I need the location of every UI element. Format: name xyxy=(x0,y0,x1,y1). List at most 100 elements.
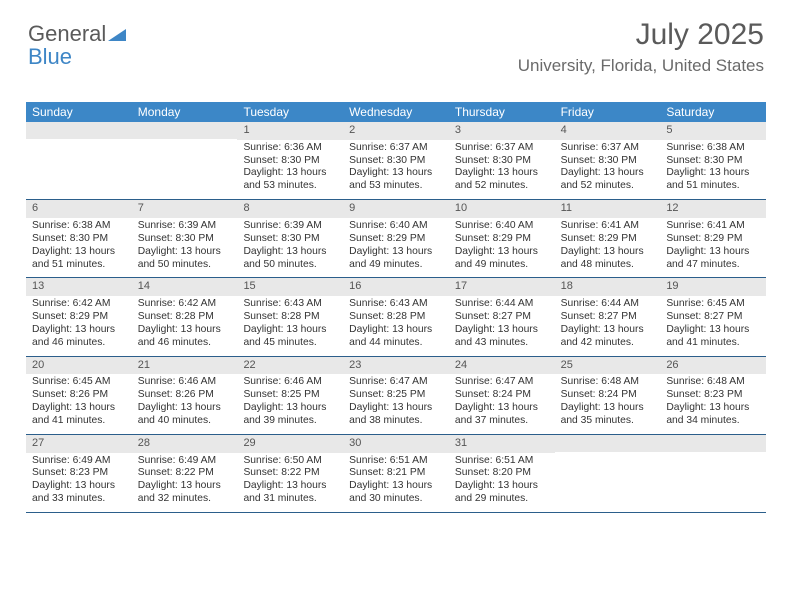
daylight-line: Daylight: 13 hours and 49 minutes. xyxy=(349,246,443,272)
sunrise-line: Sunrise: 6:39 AM xyxy=(138,220,232,233)
calendar-day: 16Sunrise: 6:43 AMSunset: 8:28 PMDayligh… xyxy=(343,278,449,355)
calendar-day xyxy=(660,435,766,512)
sunset-line: Sunset: 8:30 PM xyxy=(138,233,232,246)
sunrise-line: Sunrise: 6:44 AM xyxy=(455,298,549,311)
sunset-line: Sunset: 8:30 PM xyxy=(666,155,760,168)
sunset-line: Sunset: 8:30 PM xyxy=(243,155,337,168)
day-details: Sunrise: 6:46 AMSunset: 8:26 PMDaylight:… xyxy=(132,376,238,427)
header-friday: Friday xyxy=(555,105,661,119)
sunrise-line: Sunrise: 6:43 AM xyxy=(349,298,443,311)
day-number: 3 xyxy=(449,122,555,140)
logo-general: General xyxy=(28,21,106,46)
header-saturday: Saturday xyxy=(660,105,766,119)
daylight-line: Daylight: 13 hours and 52 minutes. xyxy=(561,167,655,193)
calendar-day: 14Sunrise: 6:42 AMSunset: 8:28 PMDayligh… xyxy=(132,278,238,355)
sunset-line: Sunset: 8:23 PM xyxy=(32,467,126,480)
calendar-week: 6Sunrise: 6:38 AMSunset: 8:30 PMDaylight… xyxy=(26,200,766,278)
daylight-line: Daylight: 13 hours and 53 minutes. xyxy=(349,167,443,193)
title-month-year: July 2025 xyxy=(518,18,764,52)
day-details: Sunrise: 6:48 AMSunset: 8:24 PMDaylight:… xyxy=(555,376,661,427)
daylight-line: Daylight: 13 hours and 45 minutes. xyxy=(243,324,337,350)
calendar-day: 24Sunrise: 6:47 AMSunset: 8:24 PMDayligh… xyxy=(449,357,555,434)
sunset-line: Sunset: 8:24 PM xyxy=(455,389,549,402)
sunrise-line: Sunrise: 6:38 AM xyxy=(666,142,760,155)
daylight-line: Daylight: 13 hours and 49 minutes. xyxy=(455,246,549,272)
day-number xyxy=(26,122,132,139)
sunset-line: Sunset: 8:27 PM xyxy=(561,311,655,324)
daylight-line: Daylight: 13 hours and 53 minutes. xyxy=(243,167,337,193)
sunrise-line: Sunrise: 6:45 AM xyxy=(666,298,760,311)
day-details: Sunrise: 6:47 AMSunset: 8:25 PMDaylight:… xyxy=(343,376,449,427)
calendar-day: 15Sunrise: 6:43 AMSunset: 8:28 PMDayligh… xyxy=(237,278,343,355)
calendar-day: 9 Sunrise: 6:40 AMSunset: 8:29 PMDaylight… xyxy=(343,200,449,277)
sunset-line: Sunset: 8:28 PM xyxy=(349,311,443,324)
day-details: Sunrise: 6:36 AMSunset: 8:30 PMDaylight:… xyxy=(237,142,343,193)
day-number: 17 xyxy=(449,278,555,296)
calendar-day xyxy=(26,122,132,199)
calendar-day: 13 Sunrise: 6:42 AMSunset: 8:29 PMDayligh… xyxy=(26,278,132,355)
daylight-line: Daylight: 13 hours and 50 minutes. xyxy=(243,246,337,272)
title-block: July 2025 University, Florida, United St… xyxy=(518,18,764,76)
calendar-day: 6Sunrise: 6:38 AMSunset: 8:30 PMDaylight… xyxy=(26,200,132,277)
calendar-day: 20Sunrise: 6:45 AMSunset: 8:26 PMDayligh… xyxy=(26,357,132,434)
day-details: Sunrise: 6:37 AMSunset: 8:30 PMDaylight:… xyxy=(343,142,449,193)
calendar-day: 10Sunrise: 6:40 AMSunset: 8:29 PMDayligh… xyxy=(449,200,555,277)
day-details: Sunrise: 6:45 AMSunset: 8:26 PMDaylight:… xyxy=(26,376,132,427)
day-number xyxy=(660,435,766,452)
daylight-line: Daylight: 13 hours and 34 minutes. xyxy=(666,402,760,428)
sunrise-line: Sunrise: 6:44 AM xyxy=(561,298,655,311)
sunrise-line: Sunrise: 6:49 AM xyxy=(138,455,232,468)
sunset-line: Sunset: 8:22 PM xyxy=(243,467,337,480)
sunrise-line: Sunrise: 6:37 AM xyxy=(349,142,443,155)
day-details: Sunrise: 6:51 AMSunset: 8:20 PMDaylight:… xyxy=(449,455,555,506)
day-details: Sunrise: 6:50 AMSunset: 8:22 PMDaylight:… xyxy=(237,455,343,506)
sunrise-line: Sunrise: 6:40 AM xyxy=(349,220,443,233)
sunset-line: Sunset: 8:30 PM xyxy=(349,155,443,168)
day-number: 30 xyxy=(343,435,449,453)
sunset-line: Sunset: 8:25 PM xyxy=(243,389,337,402)
sunset-line: Sunset: 8:22 PM xyxy=(138,467,232,480)
logo: General Blue xyxy=(28,22,126,68)
daylight-line: Daylight: 13 hours and 47 minutes. xyxy=(666,246,760,272)
calendar-day: 30 Sunrise: 6:51 AMSunset: 8:21 PMDayligh… xyxy=(343,435,449,512)
sunrise-line: Sunrise: 6:45 AM xyxy=(32,376,126,389)
sunrise-line: Sunrise: 6:43 AM xyxy=(243,298,337,311)
calendar-day: 27Sunrise: 6:49 AMSunset: 8:23 PMDayligh… xyxy=(26,435,132,512)
sunrise-line: Sunrise: 6:47 AM xyxy=(349,376,443,389)
sunrise-line: Sunrise: 6:49 AM xyxy=(32,455,126,468)
logo-triangle-icon xyxy=(108,22,126,45)
daylight-line: Daylight: 13 hours and 40 minutes. xyxy=(138,402,232,428)
calendar-day: 19 Sunrise: 6:45 AMSunset: 8:27 PMDayligh… xyxy=(660,278,766,355)
calendar-day: 7Sunrise: 6:39 AMSunset: 8:30 PMDaylight… xyxy=(132,200,238,277)
day-number: 11 xyxy=(555,200,661,218)
sunset-line: Sunset: 8:26 PM xyxy=(138,389,232,402)
sunset-line: Sunset: 8:29 PM xyxy=(32,311,126,324)
day-number: 19 xyxy=(660,278,766,296)
day-details: Sunrise: 6:42 AMSunset: 8:29 PMDaylight:… xyxy=(26,298,132,349)
daylight-line: Daylight: 13 hours and 32 minutes. xyxy=(138,480,232,506)
day-details: Sunrise: 6:39 AMSunset: 8:30 PMDaylight:… xyxy=(237,220,343,271)
daylight-line: Daylight: 13 hours and 29 minutes. xyxy=(455,480,549,506)
day-details: Sunrise: 6:51 AMSunset: 8:21 PMDaylight:… xyxy=(343,455,449,506)
day-number: 27 xyxy=(26,435,132,453)
sunrise-line: Sunrise: 6:36 AM xyxy=(243,142,337,155)
sunset-line: Sunset: 8:29 PM xyxy=(666,233,760,246)
calendar-week: 27Sunrise: 6:49 AMSunset: 8:23 PMDayligh… xyxy=(26,435,766,513)
day-number: 13 xyxy=(26,278,132,296)
daylight-line: Daylight: 13 hours and 52 minutes. xyxy=(455,167,549,193)
calendar-day: 3Sunrise: 6:37 AMSunset: 8:30 PMDaylight… xyxy=(449,122,555,199)
calendar-day xyxy=(132,122,238,199)
sunset-line: Sunset: 8:29 PM xyxy=(455,233,549,246)
day-number: 18 xyxy=(555,278,661,296)
daylight-line: Daylight: 13 hours and 51 minutes. xyxy=(666,167,760,193)
day-number: 9 xyxy=(343,200,449,218)
day-details: Sunrise: 6:45 AMSunset: 8:27 PMDaylight:… xyxy=(660,298,766,349)
day-details: Sunrise: 6:40 AMSunset: 8:29 PMDaylight:… xyxy=(343,220,449,271)
logo-blue: Blue xyxy=(28,44,72,69)
day-number xyxy=(555,435,661,452)
calendar: Sunday Monday Tuesday Wednesday Thursday… xyxy=(26,102,766,513)
day-details: Sunrise: 6:39 AMSunset: 8:30 PMDaylight:… xyxy=(132,220,238,271)
sunset-line: Sunset: 8:30 PM xyxy=(455,155,549,168)
day-number: 23 xyxy=(343,357,449,375)
sunset-line: Sunset: 8:30 PM xyxy=(32,233,126,246)
